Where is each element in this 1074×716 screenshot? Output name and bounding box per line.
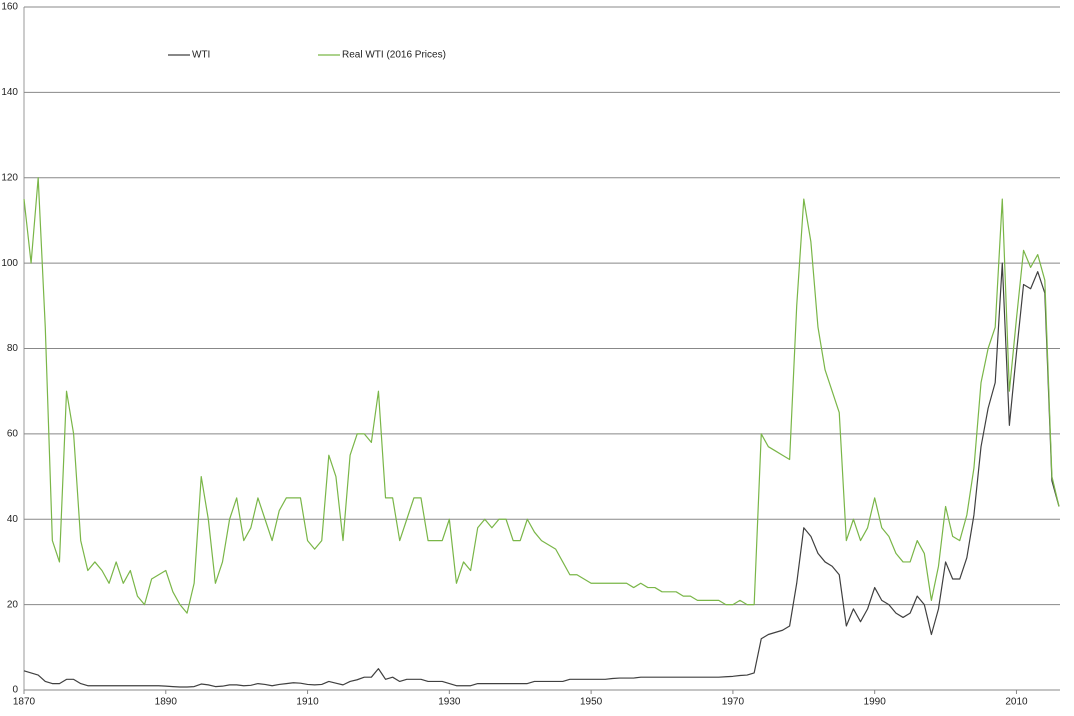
x-tick-label: 1990 [864, 697, 887, 708]
data-line [23, 262, 1060, 688]
data-line [23, 177, 1060, 614]
y-tick-label: 160 [1, 2, 18, 13]
x-tick-label: 2010 [1005, 697, 1028, 708]
y-tick-label: 40 [7, 514, 19, 525]
x-tick-label: 1930 [438, 697, 461, 708]
y-tick-label: 0 [12, 685, 18, 696]
x-tick-label: 1890 [155, 697, 178, 708]
legend-label: WTI [192, 50, 210, 61]
y-tick-label: 100 [1, 258, 18, 269]
y-tick-label: 120 [1, 172, 18, 183]
y-tick-label: 60 [7, 429, 19, 440]
x-tick-label: 1910 [296, 697, 319, 708]
y-tick-label: 20 [7, 599, 19, 610]
legend-label: Real WTI (2016 Prices) [342, 50, 446, 61]
x-tick-label: 1950 [580, 697, 603, 708]
x-tick-label: 1970 [722, 697, 745, 708]
y-tick-label: 140 [1, 87, 18, 98]
x-tick-label: 1870 [13, 697, 36, 708]
y-tick-label: 80 [7, 343, 19, 354]
